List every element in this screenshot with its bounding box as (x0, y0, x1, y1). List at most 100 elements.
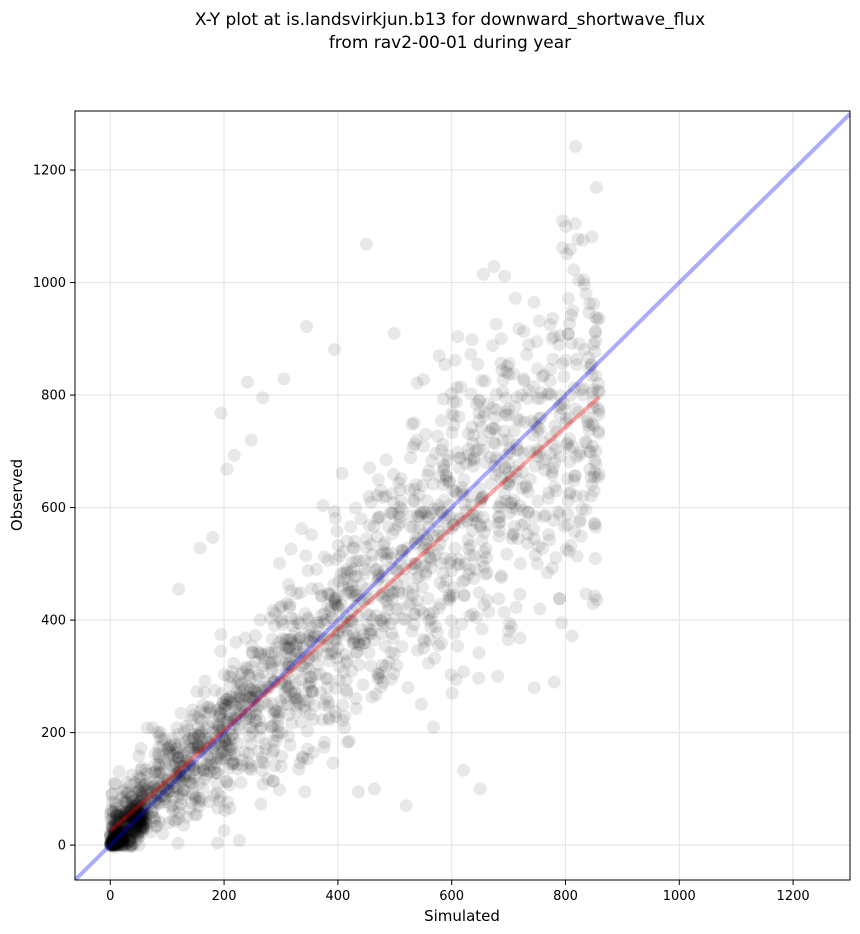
data-point (160, 782, 174, 796)
data-point (116, 810, 129, 824)
data-point (573, 448, 587, 462)
data-point (265, 662, 279, 676)
data-point (438, 511, 452, 525)
data-point (268, 703, 282, 717)
data-point (445, 407, 459, 421)
data-point (205, 755, 219, 769)
data-point (370, 575, 384, 589)
data-point (185, 741, 199, 755)
data-point (144, 786, 158, 800)
data-point (515, 465, 529, 479)
data-point (119, 823, 132, 837)
data-point (197, 686, 211, 699)
data-point (592, 404, 606, 418)
data-point (105, 820, 119, 833)
data-point (129, 820, 143, 834)
data-point (162, 784, 176, 798)
data-point (589, 310, 603, 324)
data-point (292, 631, 306, 645)
data-point (301, 694, 315, 708)
data-point (130, 822, 144, 836)
data-point (412, 510, 426, 524)
data-point (242, 712, 256, 726)
data-point (319, 613, 332, 627)
data-point (482, 605, 496, 619)
data-point (302, 670, 316, 684)
data-point (405, 509, 419, 523)
data-point (250, 702, 264, 716)
data-point (360, 592, 374, 606)
data-point (557, 370, 571, 383)
data-point (253, 647, 267, 661)
data-point (148, 811, 162, 825)
data-point (152, 796, 166, 810)
y-tick-label: 0 (58, 839, 66, 854)
data-point (271, 725, 285, 739)
data-point (104, 830, 118, 844)
data-point (166, 799, 179, 813)
data-point (218, 752, 232, 766)
data-point (284, 584, 298, 598)
data-point (153, 766, 167, 780)
data-point (532, 412, 546, 425)
data-point (191, 744, 205, 758)
data-point (108, 833, 122, 847)
data-point (298, 694, 312, 708)
data-point (164, 738, 178, 752)
data-point (387, 326, 401, 340)
data-point (107, 837, 121, 850)
data-point (287, 687, 301, 701)
data-point (582, 445, 596, 458)
data-point (320, 647, 334, 661)
data-point (214, 753, 228, 767)
data-point (592, 407, 606, 421)
data-point (151, 776, 165, 790)
data-point (455, 515, 469, 529)
data-point (167, 738, 181, 752)
data-point (148, 765, 162, 779)
data-point (105, 805, 119, 819)
data-point (274, 694, 288, 708)
data-point (113, 816, 127, 830)
data-point (139, 777, 153, 791)
data-point (317, 740, 331, 754)
data-point (339, 622, 353, 636)
data-point (220, 462, 234, 476)
data-point (155, 738, 169, 752)
data-point (438, 358, 452, 371)
data-point (135, 799, 149, 813)
data-point (311, 629, 325, 643)
data-point (367, 633, 381, 647)
data-point (239, 660, 252, 674)
data-point (375, 570, 389, 584)
data-point (592, 467, 606, 481)
data-point (435, 443, 448, 457)
data-point (135, 814, 149, 828)
data-point (442, 591, 456, 605)
data-point (129, 817, 143, 831)
data-point (124, 833, 138, 847)
data-point (467, 509, 481, 523)
data-point (149, 788, 163, 802)
data-point (152, 749, 166, 763)
data-point (384, 645, 398, 659)
data-point (466, 437, 480, 451)
data-point (163, 745, 177, 759)
data-point (289, 699, 303, 713)
data-point (533, 602, 547, 616)
data-point (350, 645, 364, 659)
data-point (144, 791, 158, 805)
data-point (242, 746, 255, 760)
data-point (407, 416, 421, 430)
data-point (242, 680, 256, 694)
data-point (192, 729, 206, 743)
data-point (220, 715, 234, 729)
data-point (338, 721, 351, 735)
data-point (553, 592, 567, 606)
data-point (293, 651, 307, 665)
data-point (198, 772, 212, 786)
data-point (199, 722, 213, 736)
data-point (125, 830, 139, 843)
data-point (443, 556, 457, 570)
data-point (181, 746, 195, 760)
